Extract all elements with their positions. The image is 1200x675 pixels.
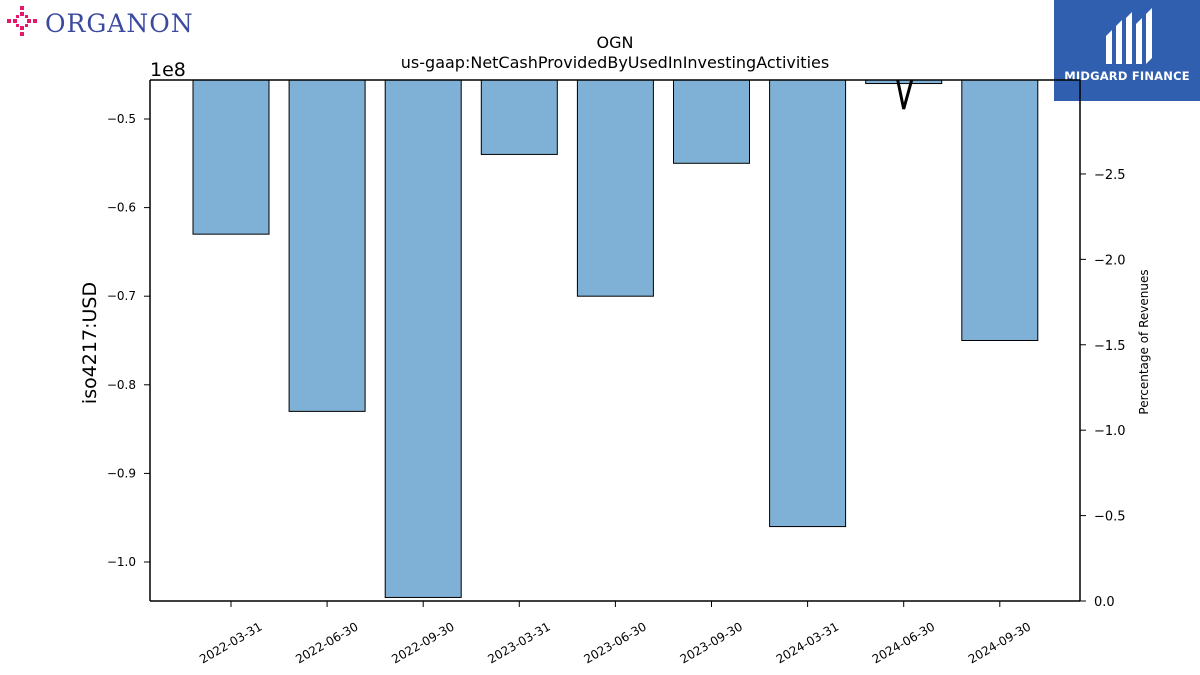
y-tick-label: −0.6 xyxy=(107,201,136,215)
chart-subtitle: us-gaap:NetCashProvidedByUsedInInvesting… xyxy=(401,53,829,72)
x-tick-label: 2023-06-30 xyxy=(581,619,648,666)
y2-tick-label: −1.5 xyxy=(1094,339,1126,354)
x-tick-label: 2022-03-31 xyxy=(197,619,264,666)
bar xyxy=(673,79,750,164)
y2-tick-label: −0.5 xyxy=(1094,510,1126,525)
y-tick-label: −0.7 xyxy=(107,289,136,303)
bar xyxy=(480,79,558,155)
bar xyxy=(961,79,1039,341)
bars-group xyxy=(192,79,1039,598)
organon-cross-icon xyxy=(5,4,39,42)
bar xyxy=(288,79,366,412)
y-tick-label: −0.9 xyxy=(107,466,136,480)
chart-title: OGN xyxy=(597,33,634,52)
x-tick-label: 2023-03-31 xyxy=(485,619,552,666)
y-tick-label: −0.8 xyxy=(107,378,136,392)
midgard-wordmark: MIDGARD FINANCE xyxy=(1064,69,1190,83)
y2-tick-label: −1.0 xyxy=(1094,424,1126,439)
axes-group: −0.5 −0.6 −0.7 −0.8 −0.9 −1.0 0.0 −0.5 −1.0 −1.5 −… xyxy=(107,79,1126,666)
x-tick-label: 2022-06-30 xyxy=(293,619,360,666)
y-axis-offset-label: 1e8 xyxy=(150,59,186,81)
bar xyxy=(192,79,270,235)
y-tick-label: −0.5 xyxy=(107,112,136,126)
x-tick-label: 2022-09-30 xyxy=(389,619,456,666)
y2-tick-label: 0.0 xyxy=(1094,595,1115,610)
midgard-finance-logo: MIDGARD FINANCE xyxy=(1054,0,1200,101)
organon-wordmark: ORGANON xyxy=(45,8,194,38)
y-axis-label: iso4217:USD xyxy=(79,282,101,404)
bar xyxy=(769,79,847,528)
y2-tick-label: −2.0 xyxy=(1094,253,1126,268)
x-tick-label: 2023-09-30 xyxy=(678,619,745,666)
x-tick-label: 2024-09-30 xyxy=(966,619,1033,666)
bar xyxy=(384,79,462,598)
bar xyxy=(576,79,654,297)
organon-logo: ORGANON xyxy=(5,4,194,42)
y2-tick-label: −2.5 xyxy=(1094,168,1126,183)
x-tick-label: 2024-06-30 xyxy=(870,619,937,666)
y2-axis-label: Percentage of Revenues xyxy=(1137,269,1151,414)
x-tick-label: 2024-03-31 xyxy=(774,619,841,666)
revenue-percentage-line xyxy=(896,79,914,110)
y-tick-label: −1.0 xyxy=(107,555,136,569)
